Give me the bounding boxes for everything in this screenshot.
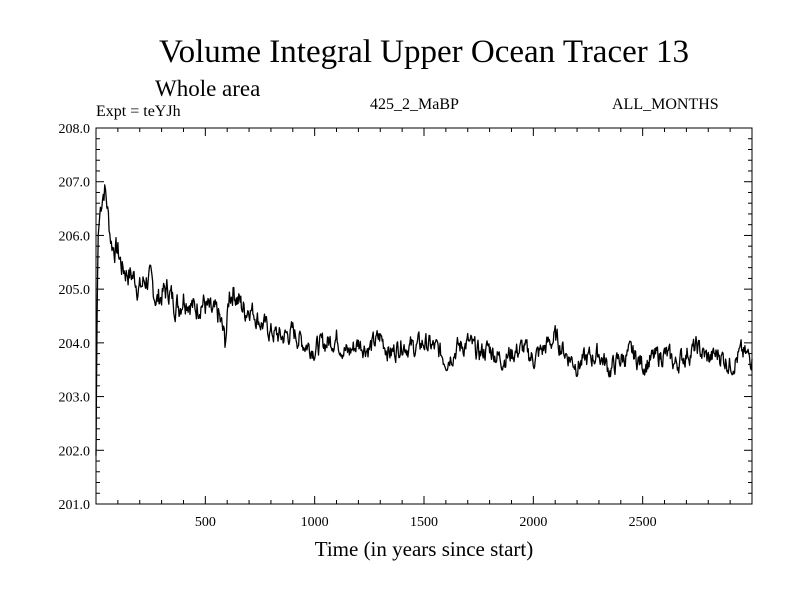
chart-title: Volume Integral Upper Ocean Tracer 13 [159,34,689,70]
x-tick-label: 500 [195,515,216,530]
x-tick-label: 2500 [629,515,657,530]
plot-frame [95,127,753,505]
run-label: 425_2_MaBP [370,96,459,113]
y-tick-label: 207.0 [59,176,91,191]
y-tick-label: 201.0 [59,498,91,513]
months-label: ALL_MONTHS [612,96,719,113]
x-tick-label: 1500 [410,515,438,530]
x-axis-label: Time (in years since start) [314,537,534,561]
experiment-label: Expt = teYJh [96,103,181,120]
y-tick-label: 203.0 [59,391,91,406]
x-tick-label: 1000 [301,515,329,530]
chart-subtitle: Whole area [155,76,261,101]
y-tick-label: 204.0 [59,337,91,352]
axis-ticks [96,127,752,505]
y-tick-label: 202.0 [59,444,91,459]
tick-labels: 500 1000 1500 2000 2500 201.0 202.0 203.0 204.0 2… [59,122,657,530]
series-line [95,184,753,456]
y-tick-label: 205.0 [59,283,91,298]
y-tick-label: 208.0 [59,122,91,137]
y-tick-label: 206.0 [59,229,91,244]
x-tick-label: 2000 [519,515,547,530]
